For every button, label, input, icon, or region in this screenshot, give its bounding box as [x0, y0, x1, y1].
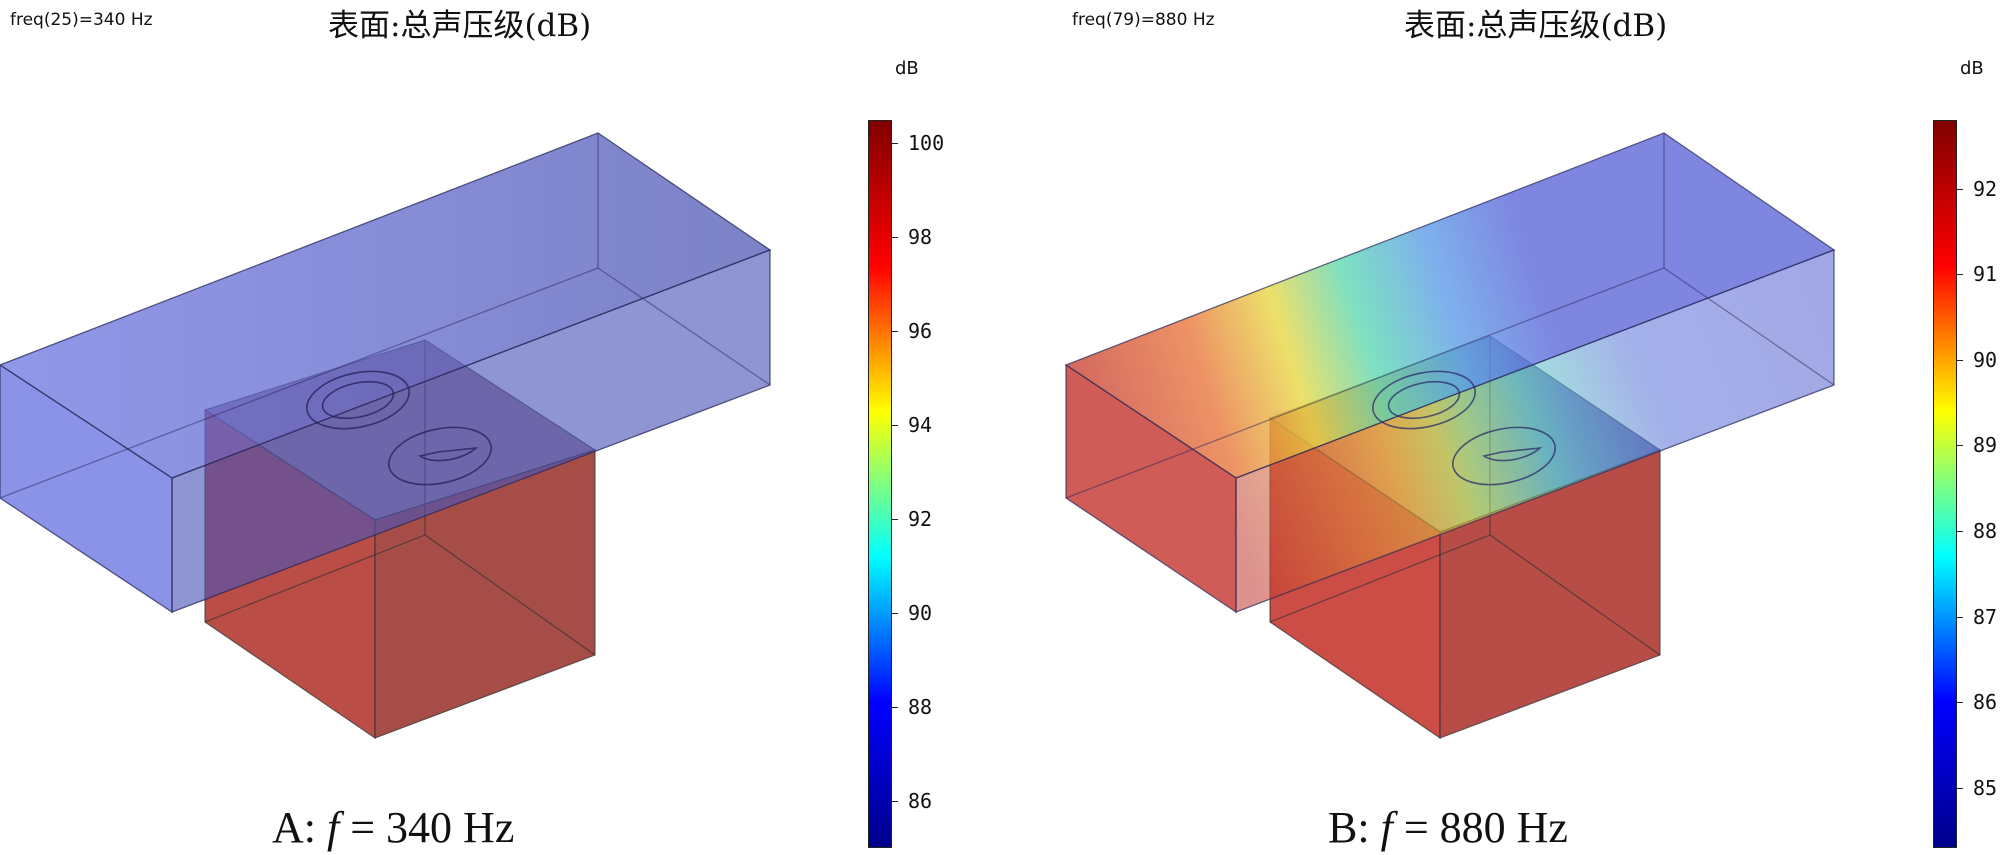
- colorbar-tick-label: 86: [1973, 690, 1998, 715]
- inlet-circles-a: [306, 370, 492, 486]
- colorbar-tick-label: 88: [1973, 519, 1998, 544]
- caption-variable: f: [1380, 803, 1393, 852]
- colorbar-tick-mark: [1957, 702, 1963, 704]
- caption-value: = 880 Hz: [1392, 803, 1568, 852]
- colorbar-tick-mark: [892, 237, 898, 239]
- colorbar-tick-mark: [892, 519, 898, 521]
- panel-b: freq(79)=880 Hz 表面:总声压级(dB) dB 92 91 90 89 8…: [1000, 0, 2000, 855]
- colorbar-tick-label: 85: [1973, 776, 1998, 801]
- colorbar-tick-mark: [892, 613, 898, 615]
- colorbar-tick-mark: [1957, 788, 1963, 790]
- colorbar-tick-mark: [892, 143, 898, 145]
- frequency-label: freq(79)=880 Hz: [1072, 10, 1215, 30]
- colorbar-tick-mark: [1957, 445, 1963, 447]
- colorbar-tick-label: 90: [908, 601, 933, 626]
- colorbar-tick-mark: [1957, 274, 1963, 276]
- colorbar-tick-label: 92: [908, 507, 933, 532]
- caption-variable: f: [327, 803, 340, 852]
- colorbar-tick-mark: [892, 425, 898, 427]
- frequency-label: freq(25)=340 Hz: [10, 10, 153, 30]
- colorbar-unit: dB: [895, 58, 919, 79]
- inlet-circles-b: [1372, 370, 1556, 486]
- colorbar-tick-mark: [1957, 359, 1963, 361]
- colorbar-tick-mark: [892, 707, 898, 709]
- colorbar-tick-mark: [892, 801, 898, 803]
- colorbar-tick-label: 100: [908, 131, 945, 156]
- panel-caption: A: f = 340 Hz: [272, 802, 514, 853]
- colorbar-tick-label: 92: [1973, 176, 1998, 201]
- colorbar-tick-label: 88: [908, 695, 933, 720]
- colorbar-tick-label: 89: [1973, 433, 1998, 458]
- colorbar-tick-label: 87: [1973, 604, 1998, 629]
- colorbar-tick-mark: [1957, 531, 1963, 533]
- caption-value: = 340 Hz: [339, 803, 515, 852]
- colorbar-tick-label: 90: [1973, 347, 1998, 372]
- colorbar: [868, 120, 892, 848]
- colorbar: [1933, 120, 1957, 848]
- colorbar-tick-label: 98: [908, 225, 933, 250]
- scene-b: [1064, 132, 1836, 740]
- caption-prefix: A:: [272, 803, 327, 852]
- colorbar-tick-mark: [1957, 616, 1963, 618]
- plot-title: 表面:总声压级(dB): [1404, 8, 1668, 44]
- colorbar-tick-label: 94: [908, 413, 933, 438]
- colorbar-tick-mark: [892, 331, 898, 333]
- scene-a: [0, 132, 772, 740]
- colorbar-tick-label: 96: [908, 319, 933, 344]
- panel-caption: B: f = 880 Hz: [1328, 802, 1568, 853]
- panel-a: freq(25)=340 Hz 表面:总声压级(dB) dB 100 98 96 94…: [0, 8, 945, 853]
- caption-prefix: B:: [1328, 803, 1381, 852]
- plot-title: 表面:总声压级(dB): [328, 8, 592, 44]
- colorbar-tick-label: 86: [908, 789, 933, 814]
- colorbar-tick-label: 91: [1973, 262, 1998, 287]
- colorbar-unit: dB: [1960, 58, 1984, 79]
- duct-b: [1064, 132, 1836, 614]
- duct-a: [0, 132, 772, 614]
- colorbar-tick-mark: [1957, 188, 1963, 190]
